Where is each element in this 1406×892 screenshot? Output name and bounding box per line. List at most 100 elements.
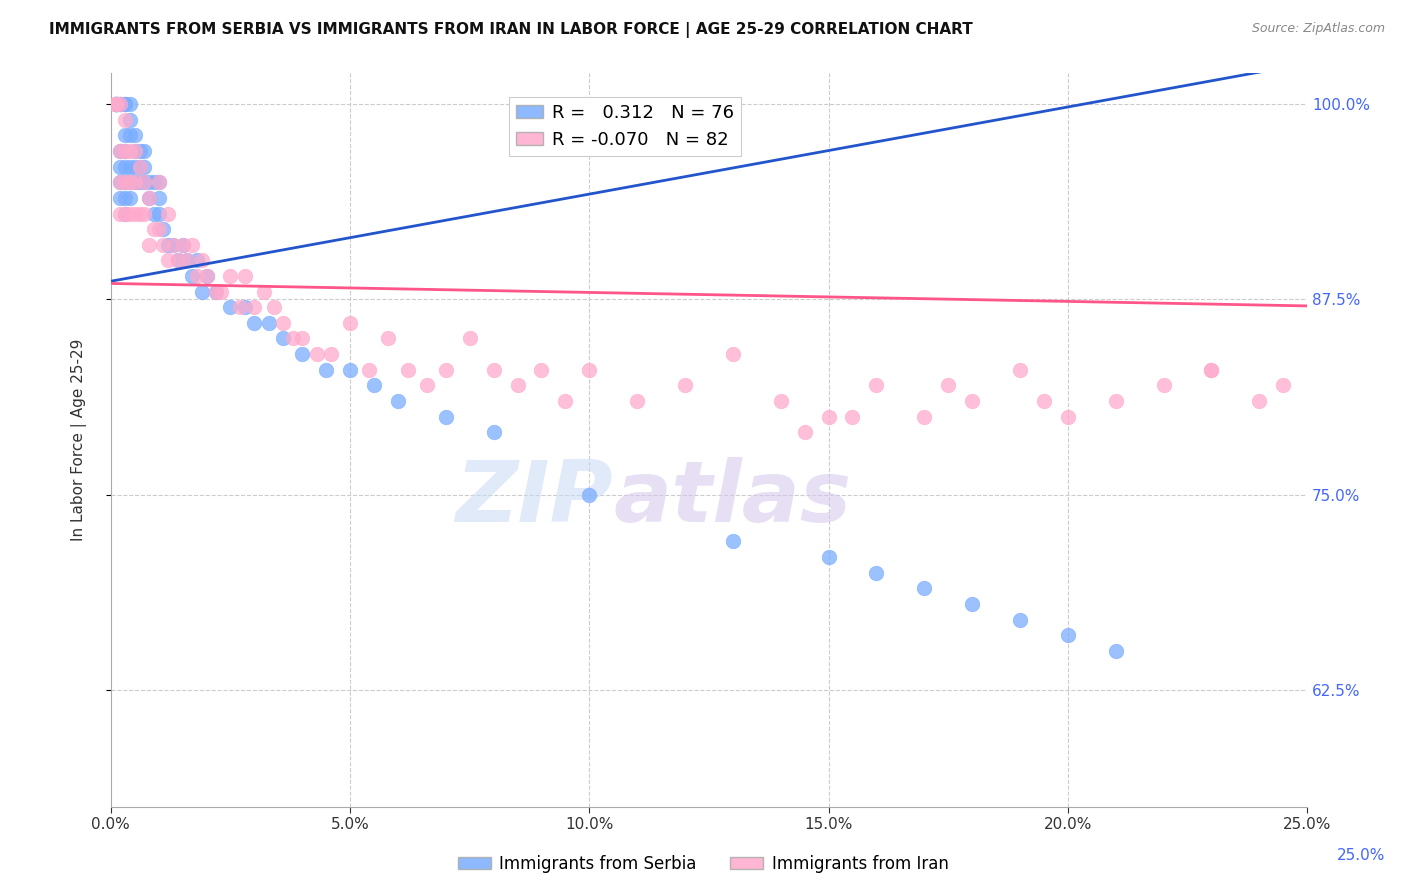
- Y-axis label: In Labor Force | Age 25-29: In Labor Force | Age 25-29: [72, 339, 87, 541]
- Point: [841, 409, 863, 424]
- Point: [387, 393, 409, 408]
- Point: [271, 316, 294, 330]
- Point: [1104, 393, 1126, 408]
- Point: [128, 175, 150, 189]
- Point: [110, 97, 132, 112]
- Point: [458, 331, 481, 345]
- Point: [263, 300, 285, 314]
- Point: [110, 97, 132, 112]
- Point: [142, 222, 165, 236]
- Point: [912, 582, 935, 596]
- Point: [1008, 613, 1031, 627]
- Point: [110, 144, 132, 158]
- Point: [721, 534, 744, 549]
- Point: [118, 175, 141, 189]
- Point: [186, 268, 208, 283]
- Point: [191, 285, 214, 299]
- Point: [110, 175, 132, 189]
- Legend: R =   0.312   N = 76, R = -0.070   N = 82: R = 0.312 N = 76, R = -0.070 N = 82: [509, 96, 741, 156]
- Point: [960, 597, 983, 611]
- Point: [157, 206, 180, 220]
- Point: [229, 300, 252, 314]
- Point: [152, 222, 174, 236]
- Point: [396, 362, 419, 376]
- Point: [124, 128, 146, 143]
- Point: [626, 393, 648, 408]
- Point: [315, 362, 337, 376]
- Point: [912, 409, 935, 424]
- Point: [434, 362, 457, 376]
- Point: [124, 160, 146, 174]
- Point: [291, 331, 314, 345]
- Point: [104, 97, 127, 112]
- Point: [128, 144, 150, 158]
- Point: [142, 206, 165, 220]
- Point: [359, 362, 381, 376]
- Point: [104, 97, 127, 112]
- Point: [138, 191, 160, 205]
- Point: [291, 347, 314, 361]
- Point: [134, 175, 156, 189]
- Point: [181, 268, 204, 283]
- Text: 25.0%: 25.0%: [1337, 848, 1385, 863]
- Point: [104, 97, 127, 112]
- Point: [110, 144, 132, 158]
- Point: [138, 191, 160, 205]
- Point: [205, 285, 228, 299]
- Point: [936, 378, 959, 392]
- Point: [118, 128, 141, 143]
- Point: [1008, 362, 1031, 376]
- Point: [114, 112, 136, 127]
- Point: [110, 97, 132, 112]
- Point: [104, 97, 127, 112]
- Point: [128, 160, 150, 174]
- Point: [243, 316, 266, 330]
- Point: [118, 97, 141, 112]
- Point: [148, 175, 170, 189]
- Point: [960, 393, 983, 408]
- Point: [377, 331, 399, 345]
- Point: [118, 112, 141, 127]
- Point: [110, 97, 132, 112]
- Point: [865, 566, 887, 580]
- Text: IMMIGRANTS FROM SERBIA VS IMMIGRANTS FROM IRAN IN LABOR FORCE | AGE 25-29 CORREL: IMMIGRANTS FROM SERBIA VS IMMIGRANTS FRO…: [49, 22, 973, 38]
- Text: ZIP: ZIP: [456, 458, 613, 541]
- Point: [148, 191, 170, 205]
- Point: [172, 237, 194, 252]
- Text: atlas: atlas: [613, 458, 852, 541]
- Point: [339, 362, 361, 376]
- Point: [114, 206, 136, 220]
- Point: [176, 253, 198, 268]
- Point: [205, 285, 228, 299]
- Point: [233, 300, 256, 314]
- Point: [243, 300, 266, 314]
- Point: [104, 97, 127, 112]
- Point: [209, 285, 232, 299]
- Point: [134, 160, 156, 174]
- Point: [257, 316, 280, 330]
- Text: Source: ZipAtlas.com: Source: ZipAtlas.com: [1251, 22, 1385, 36]
- Point: [253, 285, 276, 299]
- Point: [110, 160, 132, 174]
- Point: [110, 206, 132, 220]
- Point: [363, 378, 385, 392]
- Point: [114, 97, 136, 112]
- Point: [271, 331, 294, 345]
- Point: [506, 378, 529, 392]
- Point: [118, 160, 141, 174]
- Point: [157, 253, 180, 268]
- Point: [114, 206, 136, 220]
- Point: [166, 253, 188, 268]
- Point: [124, 175, 146, 189]
- Point: [118, 175, 141, 189]
- Point: [1056, 628, 1078, 642]
- Point: [124, 144, 146, 158]
- Point: [865, 378, 887, 392]
- Point: [114, 144, 136, 158]
- Point: [1249, 393, 1271, 408]
- Point: [124, 144, 146, 158]
- Point: [176, 253, 198, 268]
- Point: [319, 347, 342, 361]
- Point: [110, 175, 132, 189]
- Point: [1272, 378, 1295, 392]
